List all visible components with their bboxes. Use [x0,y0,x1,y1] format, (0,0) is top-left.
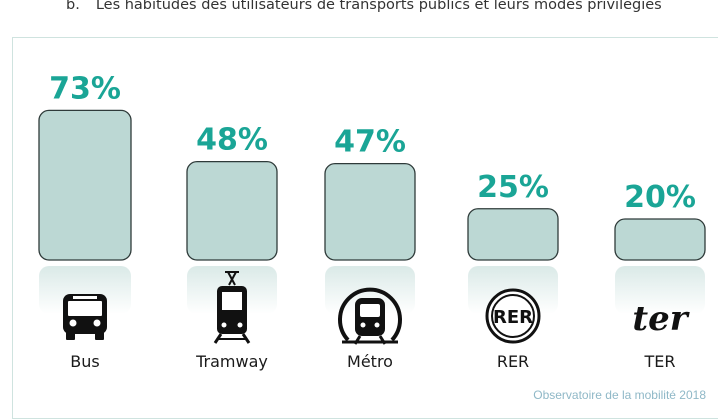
svg-text:ter: ter [632,299,689,339]
metro-icon [338,287,402,345]
source-note: Observatoire de la mobilité 2018 [533,388,706,402]
value-label-bus: 73% [49,71,121,106]
bar-reflection-bus [39,266,131,314]
heading-number: b. [66,0,80,13]
bar-chart: 73% Bus 48% Tramway 47% Métro 25% RER RER 20% ter T… [38,71,706,371]
category-label-tramway: Tramway [195,352,268,371]
bus-icon [63,294,107,340]
bar-tramway [186,160,278,261]
category-label-bus: Bus [70,352,99,371]
bar-bus [38,109,132,261]
bar-rer [467,208,559,261]
bar-metro [324,162,416,261]
category-label-metro: Métro [347,352,393,371]
bar-ter [614,218,706,261]
category-label-rer: RER [497,352,529,371]
category-label-ter: TER [644,352,676,371]
tram-icon [213,271,251,344]
value-label-metro: 47% [334,125,406,160]
value-label-ter: 20% [624,180,696,215]
heading-text: Les habitudes des utilisateurs de transp… [95,0,662,13]
value-label-tramway: 48% [196,123,268,158]
value-label-rer: 25% [477,170,549,205]
rer-logo-icon: RER [485,288,541,344]
ter-logo-icon: ter [632,299,689,339]
svg-text:RER: RER [493,307,533,328]
bar-reflection-ter [615,266,705,314]
chart-heading: b. Les habitudes des utilisateurs de tran… [66,0,718,16]
